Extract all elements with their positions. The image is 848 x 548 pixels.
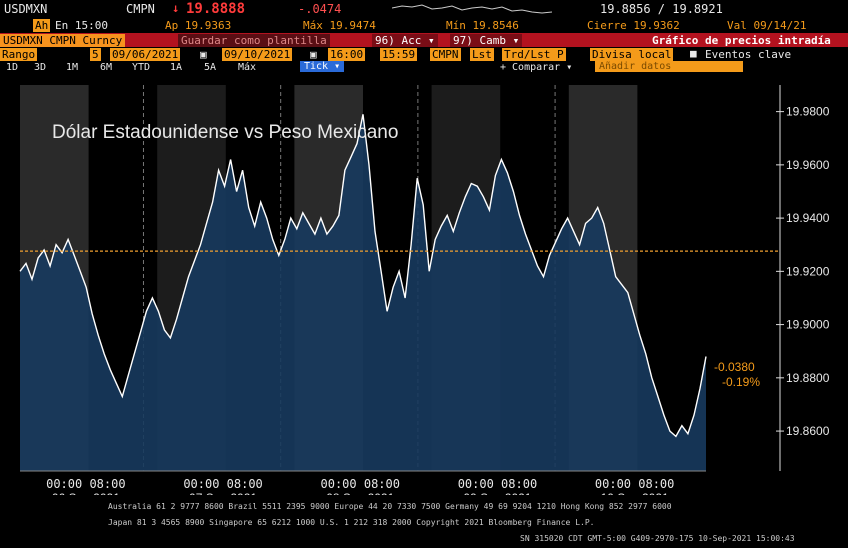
y-tick-label: 19.9200: [786, 264, 830, 278]
date-to-field[interactable]: 09/10/2021: [222, 48, 293, 61]
sparkline-icon: [392, 4, 552, 14]
chart-title: Dólar Estadounidense vs Peso Mexicano: [52, 122, 398, 143]
trade-field[interactable]: Trd/Lst P: [502, 48, 566, 61]
time-to-field[interactable]: 15:59: [380, 48, 418, 61]
y-tick-label: 19.8600: [786, 424, 830, 438]
last-change-value: -0.0380: [714, 360, 755, 374]
last-change-percent: -0.19%: [722, 375, 760, 389]
save-template-button[interactable]: Guardar como plantilla: [178, 34, 330, 47]
price-source: CMPN: [126, 2, 155, 16]
y-axis: 19.9800 19.9600 19.9400 19.9200 19.9000 19.88…: [776, 85, 830, 471]
range-bar: Rango 5 09/06/2021 ▣ 09/10/2021 ▣ 16:00 …: [0, 47, 848, 61]
period-3d[interactable]: 3D: [34, 62, 47, 73]
open-price: Ap 19.9363: [165, 19, 232, 32]
price-line: [19, 114, 707, 438]
y-tick-label: 19.8800: [786, 371, 830, 385]
calendar-icon[interactable]: ▣: [310, 48, 317, 61]
period-5a[interactable]: 5A: [204, 62, 217, 73]
price-chart: 19.9800 19.9600 19.9400 19.9200 19.9000 19.88…: [19, 85, 830, 495]
net-change: -.0474: [298, 2, 342, 16]
last-price: 19.8888: [186, 1, 246, 17]
function-bar: USDMXN CMPN Curncy Guardar como plantill…: [0, 33, 848, 47]
x-time-label: 00:00 08:00: [321, 477, 400, 491]
value-date: Val 09/14/21: [727, 19, 807, 32]
down-arrow-icon: ↓: [172, 1, 180, 15]
x-time-label: 00:00 08:00: [595, 477, 674, 491]
x-day-label: 07 Sep 2021: [189, 491, 257, 495]
x-axis: 00:00 08:0006 Sep 202100:00 08:0007 Sep …: [20, 470, 706, 495]
source-field[interactable]: CMPN: [430, 48, 461, 61]
footer-session: SN 315020 CDT GMT-5:00 G409-2970-175 10-…: [520, 534, 795, 543]
quote-header: USDMXN CMPN ↓ 19.8888 -.0474 19.8856 / 1…: [0, 0, 848, 18]
period-max[interactable]: Máx: [238, 62, 257, 73]
y-tick-label: 19.9800: [786, 105, 830, 119]
checkbox-icon[interactable]: ■: [690, 47, 697, 60]
quote-tag: Ah: [33, 19, 51, 32]
security-label[interactable]: USDMXN CMPN Curncy: [0, 34, 126, 47]
x-time-label: 00:00 08:00: [183, 477, 262, 491]
x-day-label: 08 Sep 2021: [326, 491, 394, 495]
high-price: Máx 19.9474: [303, 19, 376, 32]
period-ytd[interactable]: YTD: [132, 62, 151, 73]
add-data-field[interactable]: Añadir datos: [595, 61, 743, 72]
lst-field[interactable]: Lst: [470, 48, 494, 61]
currency-select[interactable]: Divisa local: [590, 48, 674, 61]
y-tick-label: 19.9000: [786, 318, 830, 332]
events-label: Eventos clave: [705, 48, 792, 61]
x-day-label: 06 Sep 2021: [52, 491, 120, 495]
range-count[interactable]: 5: [90, 48, 101, 61]
time-from-field[interactable]: 16:00: [328, 48, 366, 61]
quote-time: En 15:00: [55, 19, 108, 32]
x-time-label: 00:00 08:00: [458, 477, 537, 491]
y-tick-label: 19.9400: [786, 211, 830, 225]
x-day-label: 09 Sep 2021: [463, 491, 531, 495]
bid-ask: 19.8856 / 19.8921: [600, 2, 723, 16]
period-bar: 1D 3D 1M 6M YTD 1A 5A Máx Tick ▾ + Compa…: [0, 61, 848, 75]
period-1d[interactable]: 1D: [6, 62, 19, 73]
x-day-label: 10 Sep 2021: [601, 491, 669, 495]
quote-stats: Ah En 15:00 Ap 19.9363 Máx 19.9474 Mín 1…: [0, 18, 848, 33]
compare-button[interactable]: + Comparar ▾: [500, 62, 573, 73]
period-1a[interactable]: 1A: [170, 62, 183, 73]
footer-contacts: Australia 61 2 9777 8600 Brazil 5511 239…: [108, 502, 672, 511]
range-label: Rango: [0, 48, 38, 61]
function-title: Gráfico de precios intradía: [652, 34, 831, 47]
period-1m[interactable]: 1M: [66, 62, 79, 73]
calendar-icon[interactable]: ▣: [200, 48, 207, 61]
footer-copyright: Japan 81 3 4565 8900 Singapore 65 6212 1…: [108, 518, 595, 527]
close-price: Cierre 19.9362: [587, 19, 680, 32]
date-from-field[interactable]: 09/06/2021: [110, 48, 181, 61]
tick-select[interactable]: Tick ▾: [300, 61, 345, 72]
x-time-label: 00:00 08:00: [46, 477, 125, 491]
y-tick-label: 19.9600: [786, 158, 830, 172]
ticker: USDMXN: [4, 2, 48, 16]
price-area: [20, 114, 706, 472]
camb-menu[interactable]: 97) Camb ▾: [450, 34, 523, 47]
acc-menu[interactable]: 96) Acc ▾: [372, 34, 438, 47]
low-price: Mín 19.8546: [446, 19, 519, 32]
period-6m[interactable]: 6M: [100, 62, 113, 73]
